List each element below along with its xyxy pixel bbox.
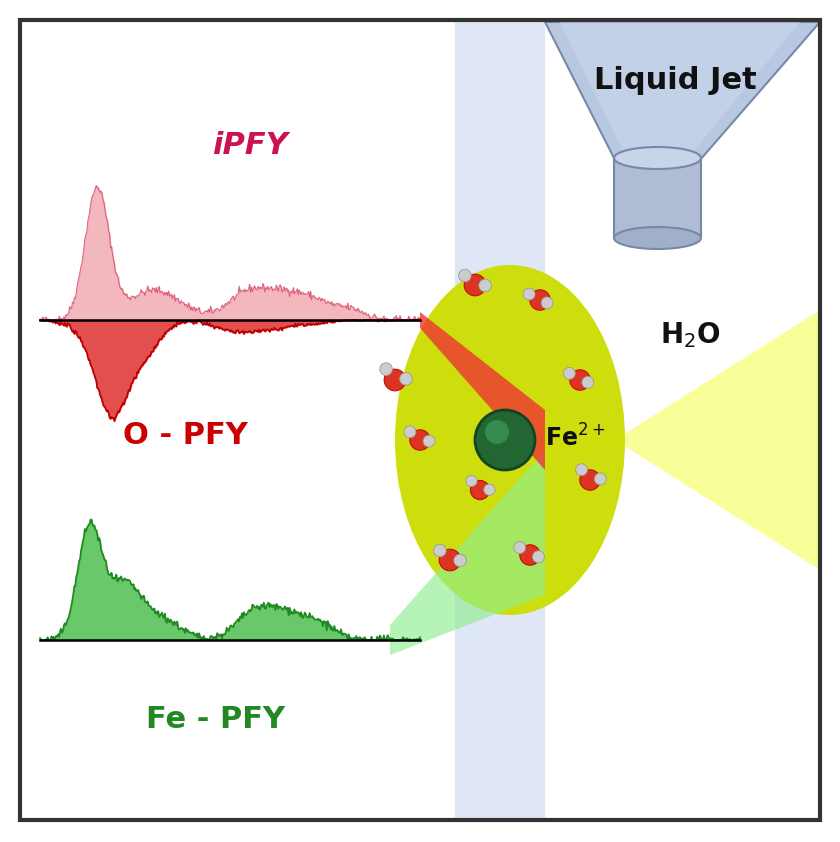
Circle shape xyxy=(485,420,509,444)
Circle shape xyxy=(582,376,594,388)
Circle shape xyxy=(459,269,471,282)
Ellipse shape xyxy=(395,265,625,615)
Circle shape xyxy=(470,481,490,499)
Circle shape xyxy=(484,484,495,495)
Circle shape xyxy=(400,373,412,385)
Circle shape xyxy=(570,370,591,390)
Text: iPFY: iPFY xyxy=(212,131,288,159)
Circle shape xyxy=(466,476,477,487)
Text: Liquid Jet: Liquid Jet xyxy=(594,66,756,94)
Circle shape xyxy=(580,470,601,490)
Circle shape xyxy=(575,464,587,476)
Ellipse shape xyxy=(614,227,701,249)
Polygon shape xyxy=(615,310,820,570)
Circle shape xyxy=(454,554,466,567)
Text: Fe - PFY: Fe - PFY xyxy=(145,706,285,734)
Circle shape xyxy=(530,290,550,310)
Circle shape xyxy=(541,297,553,309)
Circle shape xyxy=(404,426,416,438)
Circle shape xyxy=(595,473,606,485)
Circle shape xyxy=(433,544,446,557)
Bar xyxy=(455,20,545,822)
Circle shape xyxy=(465,274,486,296)
Circle shape xyxy=(479,280,491,291)
Circle shape xyxy=(384,369,406,391)
Ellipse shape xyxy=(614,147,701,169)
Circle shape xyxy=(520,545,540,565)
Polygon shape xyxy=(420,312,545,470)
Circle shape xyxy=(533,551,544,562)
Circle shape xyxy=(564,367,575,379)
Text: Fe$^{2+}$: Fe$^{2+}$ xyxy=(545,424,606,451)
Circle shape xyxy=(410,429,430,450)
Text: H$_2$O: H$_2$O xyxy=(660,320,721,350)
Circle shape xyxy=(380,363,392,376)
Circle shape xyxy=(475,410,535,470)
Circle shape xyxy=(423,435,435,447)
Circle shape xyxy=(523,288,535,300)
Circle shape xyxy=(439,549,461,571)
Polygon shape xyxy=(390,450,545,655)
Bar xyxy=(614,158,701,238)
Circle shape xyxy=(514,541,526,553)
Polygon shape xyxy=(560,22,800,155)
Polygon shape xyxy=(545,22,820,160)
Text: O - PFY: O - PFY xyxy=(123,420,247,450)
